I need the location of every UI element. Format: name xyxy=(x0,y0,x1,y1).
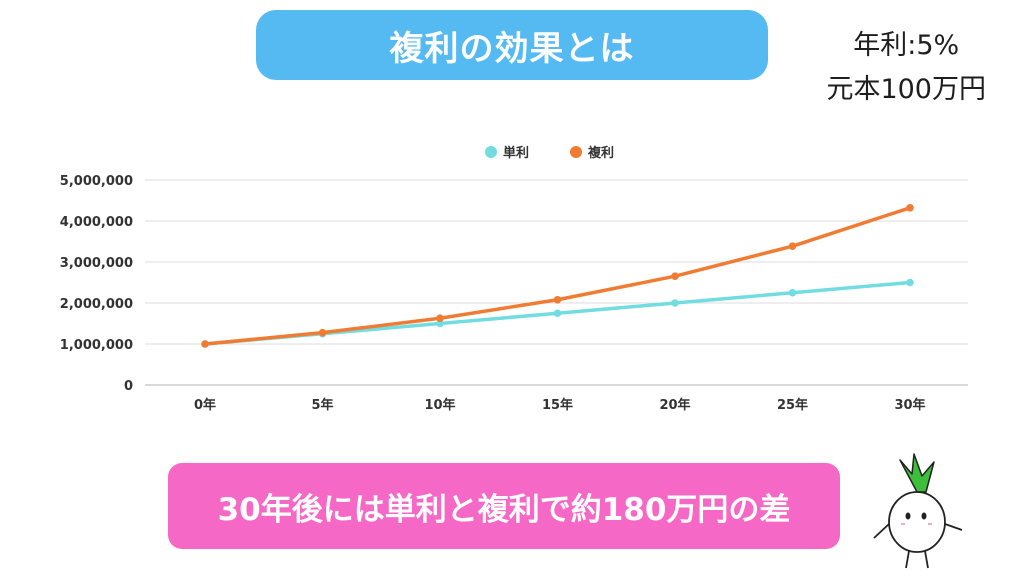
legend-marker-simple xyxy=(485,146,497,158)
summary-text: 30年後には単利と複利で約180万円の差 xyxy=(217,491,791,528)
y-tick-label: 3,000,000 xyxy=(60,256,133,271)
data-point-simple xyxy=(671,299,679,307)
x-tick-label: 30年 xyxy=(894,397,925,413)
data-point-compound xyxy=(201,340,209,348)
x-tick-label: 25年 xyxy=(777,397,808,413)
y-tick-label: 5,000,000 xyxy=(60,174,133,189)
y-tick-label: 1,000,000 xyxy=(60,338,133,353)
data-point-simple xyxy=(906,278,914,287)
summary-banner: 30年後には単利と複利で約180万円の差 xyxy=(168,463,840,549)
y-tick-label: 4,000,000 xyxy=(60,215,133,230)
data-point-simple xyxy=(436,319,444,328)
data-point-simple xyxy=(788,288,797,297)
principal-text: 元本100万円 xyxy=(826,74,986,105)
page-title: 複利の効果とは xyxy=(389,28,635,69)
x-tick-label: 10年 xyxy=(424,397,455,413)
legend-label-compound: 複利 xyxy=(587,145,614,161)
legend-label-simple: 単利 xyxy=(503,145,529,161)
x-tick-label: 5年 xyxy=(311,397,333,413)
y-tick-label: 2,000,000 xyxy=(60,297,133,312)
conditions-note: 年利:5% 元本100万円 xyxy=(826,24,986,112)
x-tick-label: 15年 xyxy=(542,397,573,413)
data-point-compound xyxy=(788,242,797,250)
interest-rate-text: 年利:5% xyxy=(853,30,960,61)
series-line-compound xyxy=(203,206,912,346)
x-tick-label: 0年 xyxy=(194,397,216,413)
title-banner: 複利の効果とは xyxy=(256,10,768,80)
data-point-compound xyxy=(318,328,327,337)
data-point-compound xyxy=(671,272,679,281)
y-tick-label: 0 xyxy=(124,379,133,394)
data-point-compound xyxy=(436,314,444,323)
data-point-simple xyxy=(553,309,562,318)
legend-marker-compound xyxy=(570,146,582,158)
data-point-compound xyxy=(553,295,562,304)
line-chart: 0 1,000,000 2,000,000 3,000,000 4,000,000 5,0… xyxy=(60,145,968,413)
turnip-mascot-icon xyxy=(873,453,963,569)
x-tick-label: 20年 xyxy=(659,397,690,413)
data-point-compound xyxy=(906,204,914,212)
